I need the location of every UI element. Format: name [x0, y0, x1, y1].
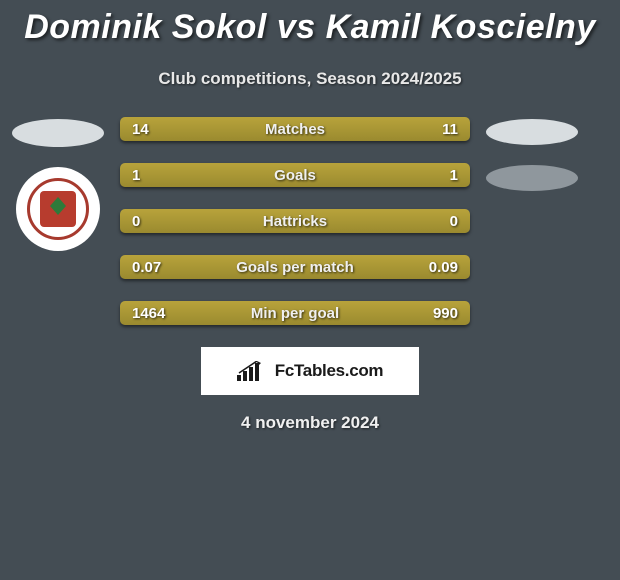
stat-label: Min per goal: [251, 305, 339, 322]
stat-label: Goals per match: [236, 259, 354, 276]
stat-bar-matches: 14 Matches 11: [120, 117, 470, 141]
stat-right-value: 11: [442, 121, 458, 138]
stat-left-value: 14: [132, 121, 149, 138]
subtitle: Club competitions, Season 2024/2025: [0, 69, 620, 89]
stat-bar-goals: 1 Goals 1: [120, 163, 470, 187]
stat-label: Goals: [274, 167, 316, 184]
stat-bar-min-per-goal: 1464 Min per goal 990: [120, 301, 470, 325]
stat-bar-hattricks: 0 Hattricks 0: [120, 209, 470, 233]
club-badge-ring: [27, 178, 89, 240]
stat-left-value: 0: [132, 213, 140, 230]
stat-right-value: 0: [450, 213, 458, 230]
comparison-layout: 14 Matches 11 1 Goals 1 0 Hattricks 0 0.…: [0, 117, 620, 325]
club-badge-emblem: [40, 191, 76, 227]
left-player-shadow-icon: [12, 119, 104, 147]
brand-text: FcTables.com: [275, 361, 384, 381]
page-title: Dominik Sokol vs Kamil Koscielny: [0, 0, 620, 47]
stats-bars: 14 Matches 11 1 Goals 1 0 Hattricks 0 0.…: [120, 117, 470, 325]
stat-bar-goals-per-match: 0.07 Goals per match 0.09: [120, 255, 470, 279]
stat-left-value: 1: [132, 167, 140, 184]
stat-label: Matches: [265, 121, 325, 138]
stat-left-value: 0.07: [132, 259, 161, 276]
brand-box: FcTables.com: [201, 347, 419, 395]
stat-right-value: 1: [450, 167, 458, 184]
stat-right-value: 990: [433, 305, 458, 322]
right-player-column: [478, 117, 586, 191]
stat-left-value: 1464: [132, 305, 165, 322]
brand-logo-icon: [237, 361, 271, 381]
stat-right-value: 0.09: [429, 259, 458, 276]
right-player-shadow-icon: [486, 119, 578, 145]
left-club-badge: [16, 167, 100, 251]
left-player-column: [4, 117, 112, 251]
snapshot-date: 4 november 2024: [0, 413, 620, 433]
right-club-shadow-icon: [486, 165, 578, 191]
stat-label: Hattricks: [263, 213, 327, 230]
